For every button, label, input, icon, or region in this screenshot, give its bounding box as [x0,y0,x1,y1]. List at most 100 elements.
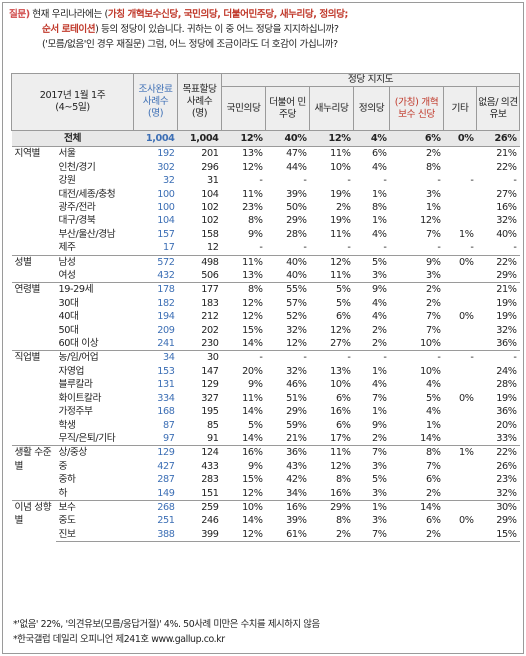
support-value: 4% [371,161,387,173]
footnote-1: *'없음' 22%, '의견유보(모름/응답거절)' 4%. 50사례 미만은 … [13,619,320,630]
support-value: 5% [335,297,351,309]
question-label: 질문) [9,9,30,20]
support-value: 34% [286,487,307,499]
support-value: 57% [286,297,307,309]
support-value: 40% [265,254,310,270]
subgroup-label: 40대 [58,311,79,323]
support-value: 7% [425,311,441,323]
support-value: - [470,242,474,254]
support-value: - [437,242,441,254]
support-value [444,460,477,473]
obs-count: 178 [133,282,178,297]
support-value: - [437,175,441,187]
target-count: 151 [201,487,219,499]
support-value: 23% [496,474,517,486]
target-count: 177 [177,282,222,297]
support-value: 26% [476,130,520,147]
party-header: 정의당 [353,86,391,132]
support-value: 0% [458,515,474,527]
support-value: - [347,242,351,254]
support-value: - [383,242,387,254]
subgroup-label: 강원 [58,175,76,187]
group-label: 생활 수준별 [11,445,56,501]
obs-count: 149 [157,487,175,499]
table-row: 이념 성향별 보수 268 259 10% 16% 29% 1% 14% 30% [11,499,520,542]
table-row: 광주/전라 100 102 23% 50% 2% 8% 1% 16% [12,201,520,214]
support-value: 59% [286,419,307,431]
obs-count: 157 [157,228,175,240]
support-value [443,146,477,161]
table-row: 제주 17 12 - - - - - - - [12,241,520,255]
support-value: 1% [425,419,441,431]
target-count: 506 [201,270,219,282]
obs-count: 1,004 [133,130,178,147]
target-count: 183 [201,297,219,309]
support-value: - [303,242,307,254]
support-value: 3% [425,270,441,282]
support-value: 6% [353,146,390,161]
support-value: 10% [221,499,266,515]
support-value: 8% [371,202,387,214]
support-value [443,499,477,515]
support-value: 6% [389,130,444,147]
support-value: 10% [330,161,351,173]
target-count: 102 [201,202,219,214]
group-label: 이념 성향별 [11,499,56,542]
support-value: 4% [371,311,387,323]
group-label: 지역별 [11,146,56,256]
support-value: 22% [496,161,517,173]
target-count: 433 [201,460,219,472]
table-row: 중 427 433 9% 43% 12% 3% 7% 26% [12,460,520,473]
table-row: 인천/경기 302 296 12% 44% 10% 4% 8% 22% [12,161,520,174]
support-value: 7% [425,460,441,472]
table-row: 50대 209 202 15% 32% 12% 2% 7% 32% [12,324,520,337]
target-count: 85 [206,419,219,431]
support-value: 8% [247,215,263,227]
support-value [444,405,477,418]
obs-count: 100 [157,188,175,200]
support-value: 6% [425,515,441,527]
support-value: 23% [242,202,263,214]
support-value: 1% [353,499,390,515]
support-value: 10% [420,338,441,350]
obs-count: 194 [157,311,175,323]
total-label: 전체 [11,130,134,147]
support-value: 11% [309,146,354,161]
party-header: 새누리당 [309,86,355,132]
support-table: 2017년 1월 1주 (4~5일) 조사완료 사례수 (명) 목표할당 사례수… [10,72,521,543]
target-count: 124 [177,445,222,460]
support-value: 4% [425,379,441,391]
support-value: 29% [496,270,517,282]
obs-count: 17 [162,242,175,254]
support-value: 17% [330,432,351,444]
support-value: 40% [286,270,307,282]
table-row: 가정주부 168 195 14% 29% 16% 1% 4% 36% [12,405,520,418]
subgroup-label: 가정주부 [58,406,93,418]
support-value: 14% [242,515,263,527]
support-value: 6% [335,419,351,431]
support-value: 3% [371,460,387,472]
support-value: 36% [496,338,517,350]
support-value: 19% [330,215,351,227]
support-value: 9% [389,254,444,270]
subgroup-label: 중 [58,460,68,472]
obs-count: 182 [157,297,175,309]
support-value: 7% [425,324,441,336]
support-value: 19% [496,297,517,309]
obs-count: 32 [162,175,175,187]
support-value: 11% [242,188,263,200]
support-value: 24% [496,365,517,377]
obs-count: 268 [133,499,178,515]
obs-count: 131 [157,379,175,391]
obs-count-header: 조사완료 사례수 (명) [133,72,179,132]
support-value: 29% [286,406,307,418]
target-count: 296 [201,161,219,173]
support-value: 0% [443,254,477,270]
support-value: 2% [389,146,444,161]
support-value: 14% [242,406,263,418]
obs-count: 129 [133,445,178,460]
support-value: 12% [309,254,354,270]
support-value: 30% [476,499,520,515]
support-value [443,527,477,543]
